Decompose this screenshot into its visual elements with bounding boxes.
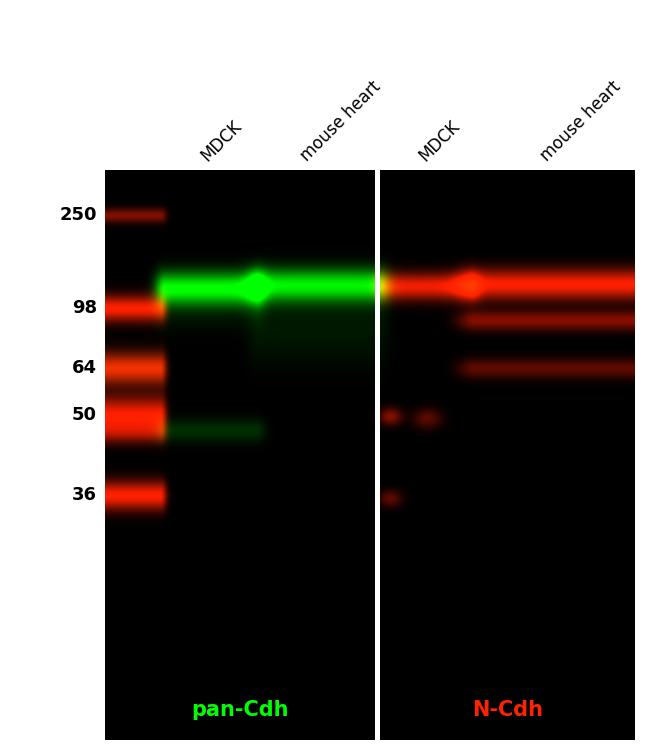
Text: mouse heart: mouse heart	[538, 78, 625, 165]
Text: 36: 36	[72, 486, 97, 504]
Text: 98: 98	[72, 299, 97, 317]
Text: MDCK: MDCK	[197, 117, 245, 165]
Text: 50: 50	[72, 406, 97, 424]
Bar	[635, 0, 650, 756]
Text: MDCK: MDCK	[415, 117, 463, 165]
Bar	[0, 0, 650, 170]
Text: 250: 250	[60, 206, 97, 224]
Bar	[0, 0, 105, 756]
Text: mouse heart: mouse heart	[297, 78, 385, 165]
Bar	[375, 0, 380, 756]
Text: pan-Cdh: pan-Cdh	[191, 700, 289, 720]
Bar	[0, 740, 650, 756]
Text: 64: 64	[72, 359, 97, 377]
Text: N-Cdh: N-Cdh	[472, 700, 543, 720]
